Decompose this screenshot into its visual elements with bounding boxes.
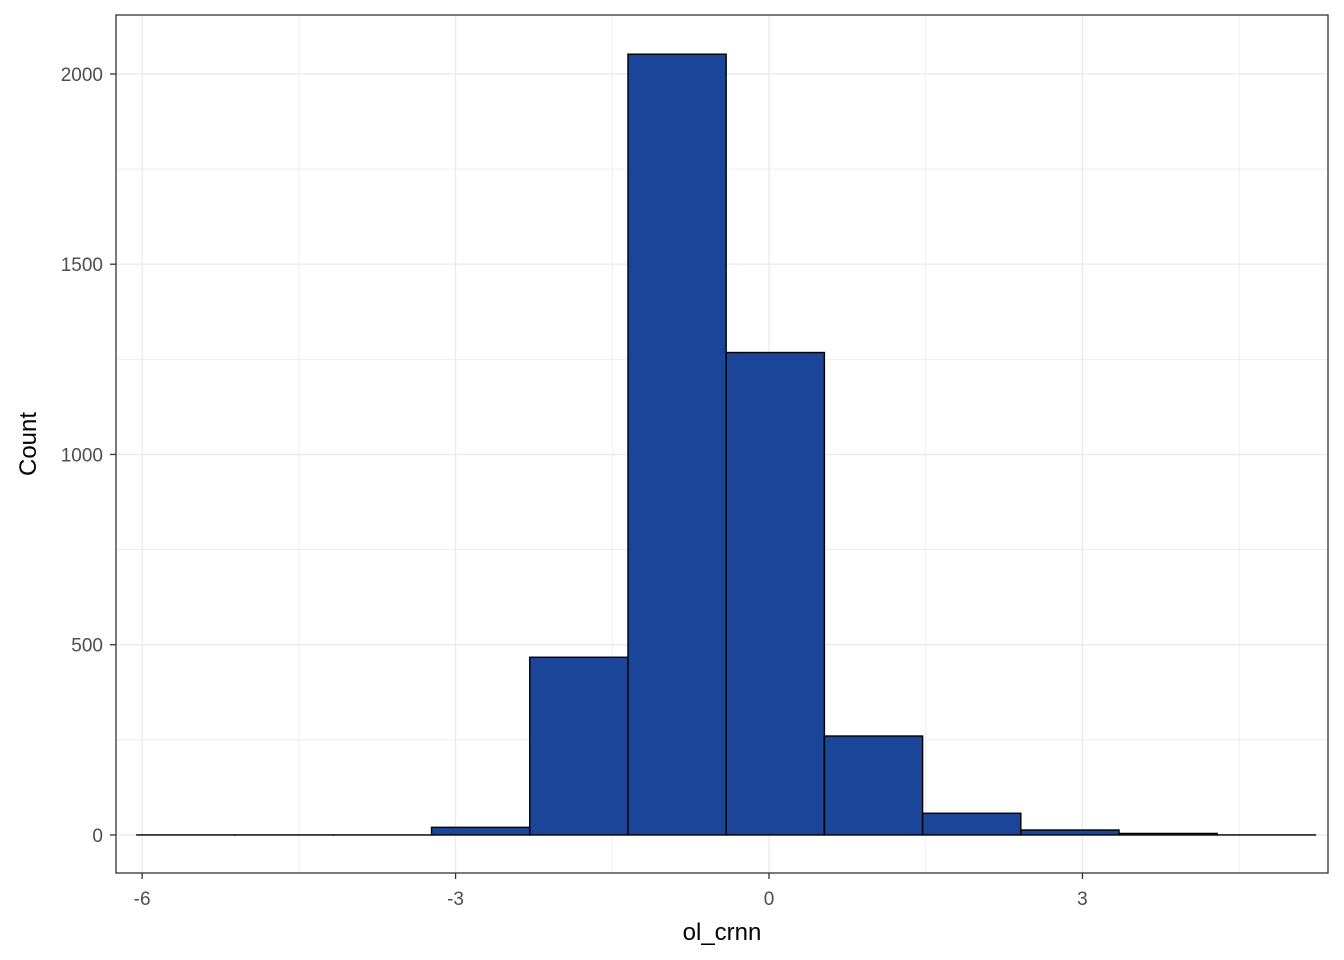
- x-tick-label: -3: [447, 889, 464, 910]
- histogram-bar: [921, 812, 1022, 836]
- y-tick-label: 1000: [61, 445, 103, 466]
- x-tick-label: 0: [764, 889, 775, 910]
- x-axis-title: ol_crnn: [683, 919, 762, 946]
- histogram-bar: [627, 53, 727, 836]
- panel-border: [115, 14, 1329, 874]
- histogram-bar: [529, 656, 629, 836]
- histogram-bar: [823, 735, 924, 836]
- histogram-bar: [1118, 832, 1218, 836]
- axes: -6 -3 0 3 0 500 1000 1500 2000: [61, 65, 1088, 910]
- histogram-bar: [1020, 829, 1120, 836]
- y-tick-label: 2000: [61, 65, 103, 86]
- x-tick-label: -6: [134, 889, 151, 910]
- y-axis-title: Count: [15, 412, 42, 476]
- y-tick-label: 1500: [61, 255, 103, 276]
- x-tick-label: 3: [1077, 889, 1088, 910]
- y-tick-label: 500: [71, 636, 103, 657]
- y-tick-label: 0: [92, 826, 103, 847]
- histogram-bars: [136, 53, 1317, 836]
- histogram-bar: [430, 826, 531, 836]
- histogram-bar: [725, 351, 826, 836]
